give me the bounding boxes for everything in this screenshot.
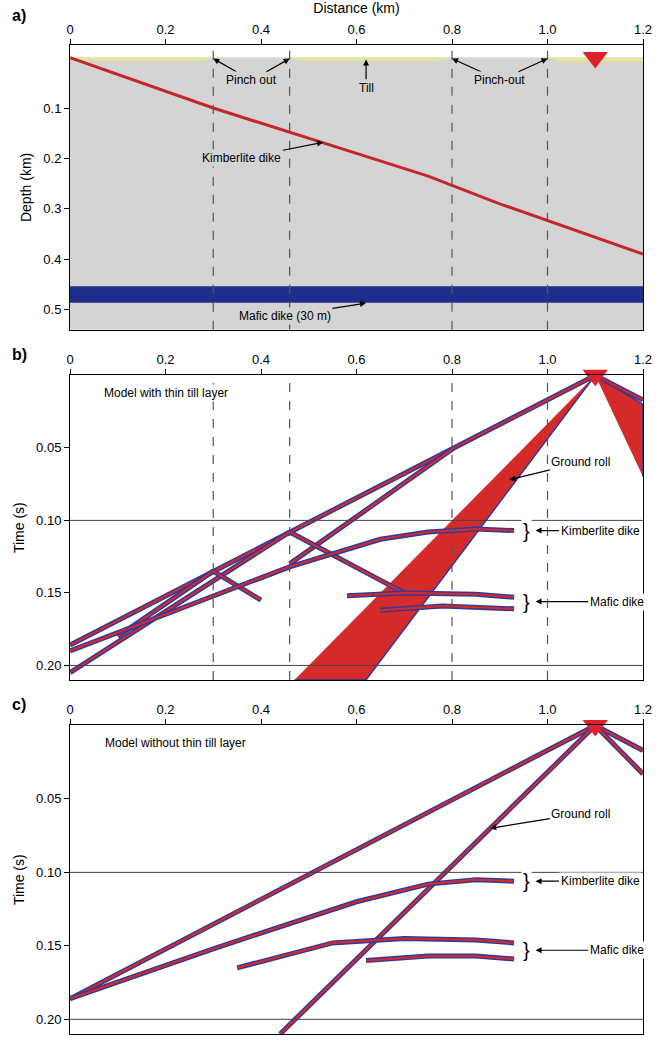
svg-text:0.3: 0.3 <box>43 201 61 216</box>
svg-text:Pinch-out: Pinch-out <box>474 73 525 87</box>
svg-text:0: 0 <box>66 22 73 37</box>
svg-text:0.1: 0.1 <box>43 101 61 116</box>
svg-text:0.4: 0.4 <box>252 22 270 37</box>
svg-text:Ground roll: Ground roll <box>551 455 610 469</box>
svg-text:1.0: 1.0 <box>538 702 556 717</box>
svg-text:0.8: 0.8 <box>443 22 461 37</box>
svg-text:0.8: 0.8 <box>443 352 461 367</box>
svg-text:0.20: 0.20 <box>36 1012 61 1027</box>
svg-text:1.0: 1.0 <box>538 352 556 367</box>
svg-text:Pinch out: Pinch out <box>226 73 277 87</box>
svg-text:}: } <box>523 520 530 542</box>
svg-text:Model with thin till layer: Model with thin till layer <box>104 386 228 400</box>
svg-text:Till: Till <box>359 81 374 95</box>
svg-text:1.2: 1.2 <box>634 352 652 367</box>
svg-text:Depth (km): Depth (km) <box>18 153 34 222</box>
svg-text:Distance (km): Distance (km) <box>313 0 399 16</box>
svg-text:0.10: 0.10 <box>36 865 61 880</box>
svg-text:0.4: 0.4 <box>43 252 61 267</box>
svg-text:Ground roll: Ground roll <box>551 807 610 821</box>
svg-text:Mafic dike: Mafic dike <box>590 943 644 957</box>
svg-text:0.6: 0.6 <box>347 352 365 367</box>
svg-text:0.5: 0.5 <box>43 302 61 317</box>
svg-text:0.10: 0.10 <box>36 513 61 528</box>
svg-text:0.4: 0.4 <box>252 702 270 717</box>
svg-text:Mafic dike: Mafic dike <box>590 595 644 609</box>
svg-text:0: 0 <box>66 702 73 717</box>
svg-text:c): c) <box>12 696 26 713</box>
svg-text:a): a) <box>12 7 26 24</box>
svg-text:Model without thin till layer: Model without thin till layer <box>105 736 246 750</box>
svg-text:Pinch out: Pinch out <box>226 73 277 87</box>
svg-text:0.2: 0.2 <box>156 22 174 37</box>
svg-text:1.2: 1.2 <box>634 702 652 717</box>
svg-text:}: } <box>523 870 530 892</box>
svg-text:0.6: 0.6 <box>347 22 365 37</box>
svg-text:1.2: 1.2 <box>634 22 652 37</box>
svg-text:0.2: 0.2 <box>156 702 174 717</box>
svg-text:0.20: 0.20 <box>36 658 61 673</box>
svg-text:Kimberlite dike: Kimberlite dike <box>202 151 281 165</box>
svg-text:Mafic dike (30 m): Mafic dike (30 m) <box>239 309 331 323</box>
svg-text:1.0: 1.0 <box>538 22 556 37</box>
svg-text:b): b) <box>12 346 27 363</box>
svg-text:0.15: 0.15 <box>36 938 61 953</box>
svg-text:0.2: 0.2 <box>43 151 61 166</box>
svg-text:}: } <box>523 591 530 613</box>
svg-text:Kimberlite dike: Kimberlite dike <box>561 524 640 538</box>
svg-text:Time (s): Time (s) <box>11 854 27 905</box>
svg-text:0.2: 0.2 <box>156 352 174 367</box>
svg-text:0.6: 0.6 <box>347 702 365 717</box>
svg-text:0.15: 0.15 <box>36 585 61 600</box>
svg-text:0.4: 0.4 <box>252 352 270 367</box>
svg-text:Time (s): Time (s) <box>11 502 27 553</box>
svg-text:0.8: 0.8 <box>443 702 461 717</box>
svg-text:}: } <box>523 939 530 961</box>
svg-text:0.05: 0.05 <box>36 440 61 455</box>
svg-text:0.05: 0.05 <box>36 791 61 806</box>
svg-text:Pinch-out: Pinch-out <box>474 73 525 87</box>
svg-text:Kimberlite dike: Kimberlite dike <box>561 874 640 888</box>
svg-text:0: 0 <box>66 352 73 367</box>
